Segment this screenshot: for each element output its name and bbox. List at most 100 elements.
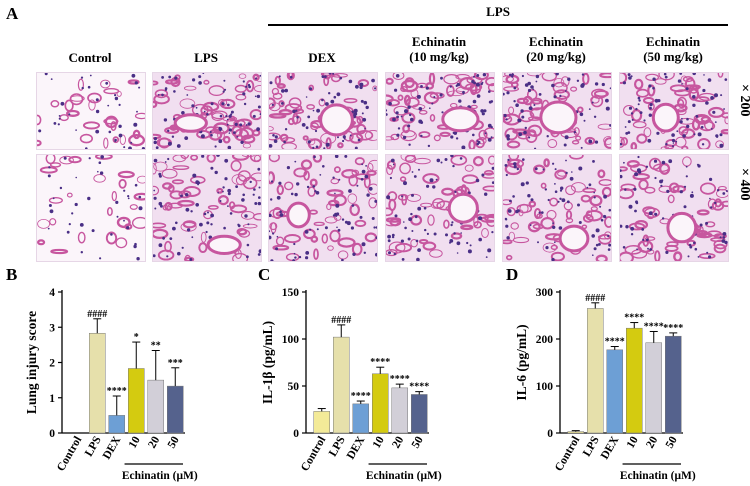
tissue-wall [368,197,377,209]
cell-nucleus [578,221,582,224]
tissue-wall [658,73,675,81]
cell-nucleus [677,79,682,83]
cell-nucleus [654,212,658,216]
tissue-wall [598,233,611,245]
cell-nucleus [269,144,273,148]
cell-nucleus [257,167,261,171]
cell-nucleus [400,239,404,243]
significance-label: *** [168,358,183,369]
tissue-wall [232,253,249,261]
cell-nucleus [444,158,448,161]
tissue-wall [218,99,228,107]
cell-nucleus [394,88,398,92]
cell-nucleus [344,220,348,224]
cell-nucleus [360,99,364,103]
cell-nucleus [350,226,354,230]
significance-label: **** [409,382,429,393]
cell-nucleus [247,223,250,226]
tissue-wall [238,73,247,79]
cell-nucleus [440,76,443,80]
histology-image [269,73,377,149]
tissue-wall [591,88,608,99]
y-tick-label: 1 [49,393,55,405]
cell-nucleus [230,110,234,114]
tissue-wall [468,139,476,149]
cell-nucleus [366,193,370,197]
tissue-wall [269,113,287,119]
cell-nucleus [521,74,524,78]
cell-nucleus [410,117,414,122]
tissue-wall [82,121,101,130]
cell-nucleus [176,144,181,148]
cell-nucleus [637,155,640,159]
cell-nucleus [258,186,261,189]
cell-nucleus [336,226,338,229]
column-header-4: Echinatin (20 mg/kg) [496,34,616,64]
cell-nucleus [259,74,261,77]
cell-nucleus [592,254,594,256]
cell-nucleus [269,81,273,85]
tissue-wall [632,173,650,181]
tissue-wall [569,155,584,160]
tissue-wall [200,231,207,243]
tissue-wall [313,221,325,227]
tile-background [37,73,145,149]
cell-nucleus [254,95,257,98]
cell-nucleus [525,181,529,185]
bar [391,387,408,434]
cell-nucleus [552,162,555,165]
tissue-wall [620,183,636,191]
tissue-wall [104,115,119,129]
tissue-wall [310,235,319,243]
cell-nucleus [162,236,165,240]
cell-nucleus [227,205,229,207]
tissue-wall [422,241,437,251]
cell-nucleus [664,75,668,79]
tissue-wall [590,94,604,108]
cell-nucleus [133,122,138,127]
cell-nucleus [456,241,461,246]
tissue-wall [222,135,231,144]
cell-nucleus [314,190,317,193]
tissue-wall [211,112,225,121]
panel-letter: C [258,265,270,284]
cell-nucleus [707,78,712,82]
cell-nucleus [235,185,238,188]
cell-nucleus [373,226,376,229]
tissue-wall [357,79,370,88]
cell-nucleus [337,228,341,232]
tissue-wall [69,93,84,106]
tissue-wall [406,193,422,202]
cell-nucleus [339,76,343,80]
tissue-wall [599,73,611,79]
cell-nucleus [294,160,297,163]
cell-nucleus [316,108,320,113]
cell-nucleus [417,248,421,252]
tissue-wall [597,169,606,179]
cell-nucleus [579,112,584,117]
cell-nucleus [375,252,377,257]
cell-nucleus [511,75,514,78]
cell-nucleus [445,233,448,237]
tissue-wall [106,207,113,217]
cell-nucleus [449,241,451,244]
cell-nucleus [210,102,214,106]
tissue-wall [553,89,570,100]
cell-nucleus [541,211,544,214]
cell-nucleus [456,82,460,87]
tissue-wall [386,77,394,85]
cell-nucleus [138,206,143,211]
cell-nucleus [694,247,698,251]
tissue-wall [518,209,524,217]
cell-nucleus [696,163,700,166]
cell-nucleus [551,258,555,261]
cell-nucleus [294,192,298,197]
cell-nucleus [594,82,599,86]
cell-nucleus [520,109,524,113]
cell-nucleus [246,243,250,247]
cell-nucleus [620,169,622,172]
cell-nucleus [75,176,77,179]
y-tick-label: 300 [536,287,554,299]
cell-nucleus [256,127,260,132]
airway-lumen [206,234,242,256]
